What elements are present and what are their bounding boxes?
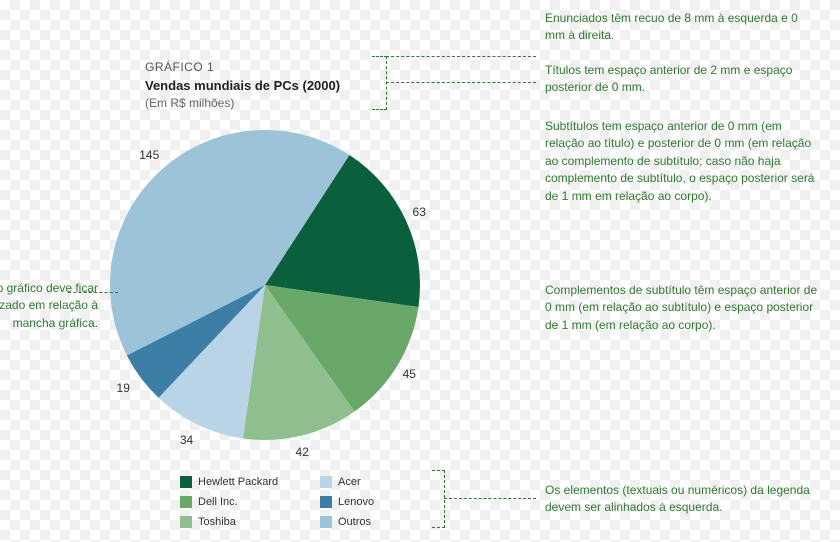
legend-item: Acer xyxy=(320,472,430,492)
ann-r2: Títulos tem espaço anterior de 2 mm e es… xyxy=(545,62,820,97)
pie-value: 45 xyxy=(403,367,416,381)
pie-value: 19 xyxy=(117,381,130,395)
pie-value: 145 xyxy=(139,148,159,162)
legend-bracket xyxy=(432,470,445,528)
legend-label: Dell Inc. xyxy=(198,496,238,508)
pie-value: 42 xyxy=(296,445,309,459)
ann-r4: Complementos de subtítulo têm espaço ant… xyxy=(545,282,820,334)
legend-item: Lenovo xyxy=(320,492,430,512)
pie-value: 63 xyxy=(413,205,426,219)
legend-label: Acer xyxy=(338,476,361,488)
figure-title: Vendas mundiais de PCs (2000) xyxy=(145,78,340,93)
figure-root: GRÁFICO 1 Vendas mundiais de PCs (2000) … xyxy=(0,0,840,542)
legend-swatch xyxy=(180,496,192,508)
ann-r5: Os elementos (textuais ou numéricos) da … xyxy=(545,482,820,517)
legend-item: Toshiba xyxy=(180,512,310,532)
leader-legend xyxy=(444,498,536,499)
ann-r1: Enunciados têm recuo de 8 mm à esquerda … xyxy=(545,10,820,45)
legend-swatch xyxy=(320,496,332,508)
legend-item: Dell Inc. xyxy=(180,492,310,512)
legend-label: Toshiba xyxy=(198,516,236,528)
legend-label: Lenovo xyxy=(338,496,374,508)
pie-chart xyxy=(100,120,430,450)
ann-left-body: O corpo do gráfico deve ficar centraliza… xyxy=(0,280,98,332)
legend-swatch xyxy=(180,476,192,488)
legend-label: Outros xyxy=(338,516,371,528)
legend: Hewlett Packard Acer Dell Inc. Lenovo Toshib… xyxy=(180,472,430,532)
legend-item: Outros xyxy=(320,512,430,532)
ann-r3: Subtítulos tem espaço anterior de 0 mm (… xyxy=(545,118,820,205)
legend-swatch xyxy=(180,516,192,528)
leader-r1 xyxy=(386,56,536,57)
pie-value: 34 xyxy=(180,433,193,447)
title-bracket xyxy=(372,56,387,110)
legend-swatch xyxy=(320,516,332,528)
legend-label: Hewlett Packard xyxy=(198,476,278,488)
legend-swatch xyxy=(320,476,332,488)
legend-item: Hewlett Packard xyxy=(180,472,310,492)
leader-r3 xyxy=(386,82,536,83)
figure-overtitle: GRÁFICO 1 xyxy=(145,60,214,74)
figure-unit: (Em R$ milhões) xyxy=(145,96,234,110)
